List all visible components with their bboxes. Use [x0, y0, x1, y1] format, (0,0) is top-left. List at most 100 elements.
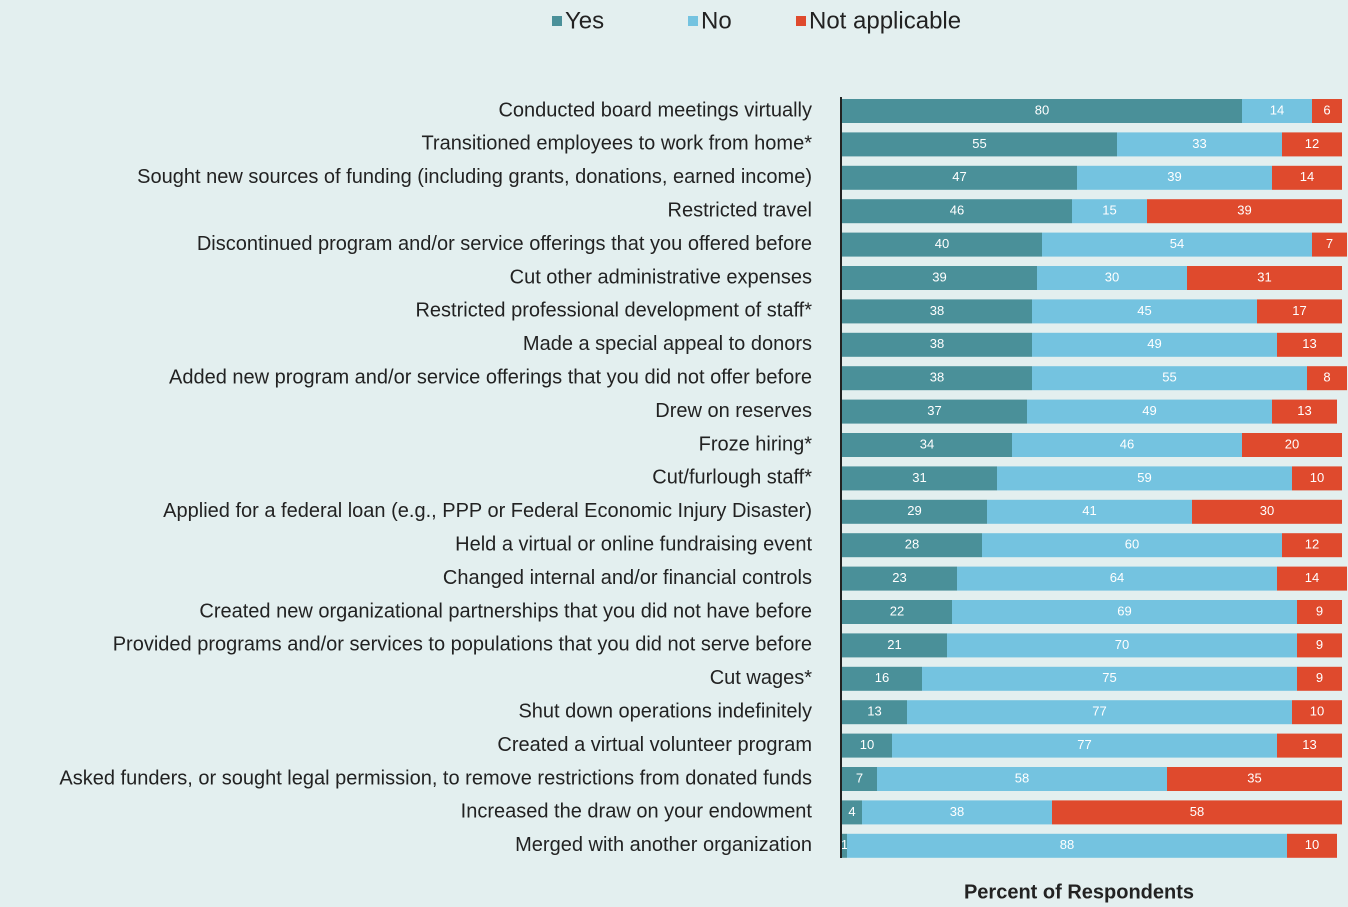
- bar-segment: [1257, 299, 1342, 324]
- bar-segment: [842, 666, 922, 691]
- bar-segment: [1282, 533, 1342, 558]
- legend-swatch: [796, 16, 806, 26]
- value-label: 13: [1302, 737, 1316, 752]
- legend-label: Not applicable: [809, 7, 961, 34]
- bar-segment: [842, 633, 947, 658]
- value-label: 30: [1260, 503, 1274, 518]
- value-label: 49: [1147, 336, 1161, 351]
- bar-segment: [1272, 165, 1342, 190]
- value-label: 31: [912, 470, 926, 485]
- category-label: Created new organizational partnerships …: [199, 600, 812, 622]
- category-label: Froze hiring*: [699, 433, 813, 455]
- value-label: 54: [1170, 236, 1184, 251]
- value-label: 20: [1285, 436, 1299, 451]
- value-label: 77: [1077, 737, 1091, 752]
- category-label: Applied for a federal loan (e.g., PPP or…: [163, 500, 812, 522]
- value-label: 6: [1323, 102, 1330, 117]
- bar-segment: [842, 199, 1072, 224]
- bar-segment: [1242, 99, 1312, 123]
- bar-segment: [1272, 399, 1337, 424]
- value-label: 14: [1305, 570, 1319, 585]
- bar-segment: [1012, 433, 1242, 457]
- bar-segment: [842, 767, 877, 791]
- bar-segment: [1072, 199, 1147, 224]
- bar-segment: [1032, 299, 1257, 324]
- value-label: 41: [1082, 503, 1096, 518]
- value-label: 31: [1257, 269, 1271, 284]
- bar-segment: [1307, 366, 1347, 391]
- bar-segment: [1187, 266, 1342, 290]
- value-label: 28: [905, 537, 919, 552]
- bar-segment: [1292, 700, 1342, 725]
- value-label: 70: [1115, 637, 1129, 652]
- bar-segment: [862, 800, 1052, 825]
- bar-segment: [1292, 466, 1342, 491]
- value-label: 12: [1305, 136, 1319, 151]
- category-label: Increased the draw on your endowment: [461, 801, 813, 823]
- value-label: 47: [952, 169, 966, 184]
- value-label: 13: [1297, 403, 1311, 418]
- bar-segment: [1037, 266, 1187, 290]
- category-label: Cut/furlough staff*: [652, 467, 812, 489]
- bar-segment: [847, 833, 1287, 858]
- bar-segment: [842, 99, 1242, 123]
- category-label: Cut wages*: [710, 667, 812, 689]
- bar-segment: [1027, 399, 1272, 424]
- bar-segment: [1117, 132, 1282, 157]
- value-label: 21: [887, 637, 901, 652]
- value-label: 15: [1102, 203, 1116, 218]
- value-label: 60: [1125, 537, 1139, 552]
- bar-segment: [842, 266, 1037, 290]
- bar-segment: [842, 366, 1032, 391]
- bar-segment: [987, 499, 1192, 524]
- category-label: Changed internal and/or financial contro…: [443, 567, 812, 589]
- bar-segment: [1297, 633, 1342, 658]
- value-label: 39: [932, 269, 946, 284]
- bar-segment: [1277, 566, 1347, 591]
- bar-segment: [952, 600, 1297, 624]
- bar-segment: [1287, 833, 1337, 858]
- value-label: 10: [1305, 837, 1319, 852]
- value-label: 77: [1092, 704, 1106, 719]
- bar-segment: [842, 600, 952, 624]
- value-label: 9: [1316, 603, 1323, 618]
- category-label: Made a special appeal to donors: [523, 333, 812, 355]
- value-label: 88: [1060, 837, 1074, 852]
- legend-swatch: [688, 16, 698, 26]
- value-label: 12: [1305, 537, 1319, 552]
- value-label: 13: [867, 704, 881, 719]
- bar-segment: [842, 800, 862, 825]
- value-label: 7: [1326, 236, 1333, 251]
- bar-segment: [877, 767, 1167, 791]
- value-label: 35: [1247, 770, 1261, 785]
- value-label: 9: [1316, 637, 1323, 652]
- category-label: Provided programs and/or services to pop…: [113, 634, 812, 656]
- bar-segment: [1277, 733, 1342, 758]
- value-label: 10: [860, 737, 874, 752]
- value-label: 75: [1102, 670, 1116, 685]
- bar-segment: [842, 433, 1012, 457]
- bar-segment: [842, 232, 1042, 257]
- value-label: 16: [875, 670, 889, 685]
- value-label: 17: [1292, 303, 1306, 318]
- category-label: Drew on reserves: [655, 400, 812, 422]
- bar-segment: [842, 132, 1117, 157]
- value-label: 9: [1316, 670, 1323, 685]
- value-label: 49: [1142, 403, 1156, 418]
- value-label: 80: [1035, 102, 1049, 117]
- bar-segment: [1192, 499, 1342, 524]
- value-label: 64: [1110, 570, 1124, 585]
- value-label: 40: [935, 236, 949, 251]
- category-label: Conducted board meetings virtually: [498, 99, 812, 121]
- value-label: 8: [1323, 370, 1330, 385]
- bar-segment: [842, 533, 982, 558]
- bar-segment: [922, 666, 1297, 691]
- bar-segment: [1032, 332, 1277, 357]
- category-label: Transitioned employees to work from home…: [421, 133, 812, 155]
- bar-segment: [907, 700, 1292, 725]
- bar-segment: [842, 499, 987, 524]
- legend-label: No: [701, 7, 732, 34]
- value-label: 23: [892, 570, 906, 585]
